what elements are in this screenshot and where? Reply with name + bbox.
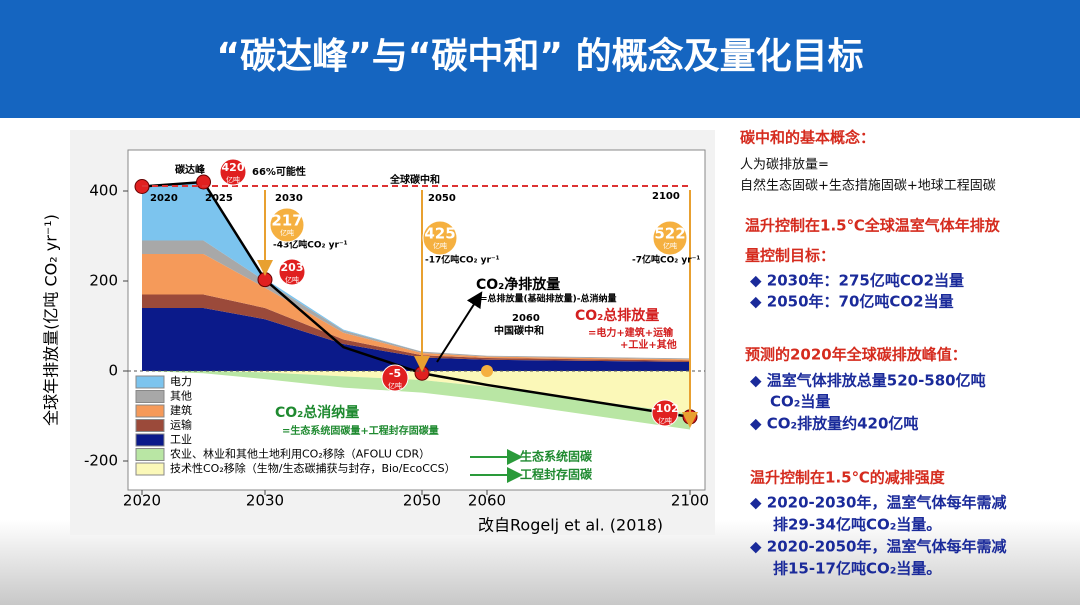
annotation: CO₂总消纳量 bbox=[275, 404, 359, 421]
sidebar-line: 自然生态固碳+生态措施固碳+地球工程固碳 bbox=[740, 178, 996, 194]
x-tick-label: 2050 bbox=[403, 492, 441, 510]
bubble-value: 203 bbox=[281, 261, 304, 274]
legend-label: 农业、林业和其他土地利用CO₂移除（AFOLU CDR） bbox=[170, 447, 430, 461]
annotation: -17亿吨CO₂ yr⁻¹ bbox=[425, 254, 500, 266]
annotation: 中国碳中和 bbox=[494, 324, 544, 337]
y-tick-label: 400 bbox=[89, 182, 118, 200]
annotation: 碳达峰 bbox=[175, 163, 206, 176]
area bbox=[142, 308, 690, 371]
annotation: 2020 bbox=[150, 193, 178, 204]
bubble-unit: 亿吨 bbox=[658, 416, 672, 425]
sidebar-line: 排15-17亿吨CO₂当量。 bbox=[773, 560, 941, 578]
bubble-unit: 亿吨 bbox=[226, 175, 240, 184]
bubble bbox=[422, 220, 458, 256]
x-tick-label: 2100 bbox=[671, 492, 709, 510]
annotation: CO₂总排放量 bbox=[575, 307, 659, 324]
x-tick-label: 2030 bbox=[246, 492, 284, 510]
bubble-unit: 亿吨 bbox=[663, 241, 677, 250]
bubble bbox=[219, 158, 247, 186]
bubble-value: 217 bbox=[271, 212, 302, 230]
bubble bbox=[278, 258, 306, 286]
annotation: +工业+其他 bbox=[620, 338, 677, 351]
bubble-unit: 亿吨 bbox=[388, 381, 402, 390]
sidebar-line: CO₂当量 bbox=[770, 393, 830, 411]
bubble-value: 522 bbox=[654, 225, 685, 243]
title: “碳达峰”与“碳中和” 的概念及量化目标 bbox=[216, 35, 863, 77]
sidebar-line: 量控制目标： bbox=[745, 247, 835, 265]
sidebar-line: 排29-34亿吨CO₂当量。 bbox=[773, 516, 941, 534]
bubble bbox=[652, 220, 688, 256]
annotation: 2060 bbox=[512, 313, 540, 324]
annotation: 全球碳中和 bbox=[389, 173, 440, 186]
y-axis-label: 全球年排放量(亿吨 CO₂ yr⁻¹) bbox=[42, 214, 61, 426]
header-band bbox=[0, 0, 1080, 118]
bubble-value: -102 bbox=[651, 402, 679, 415]
sidebar-line: ◆ CO₂排放量约420亿吨 bbox=[750, 415, 918, 433]
x-tick-label: 2020 bbox=[123, 492, 161, 510]
annotation: =电力+建筑+运输 bbox=[588, 326, 674, 339]
annotation: 2030 bbox=[275, 193, 303, 204]
sidebar-line: 碳中和的基本概念： bbox=[740, 129, 875, 147]
legend-swatch bbox=[135, 375, 165, 389]
y-tick-label: 200 bbox=[89, 272, 118, 290]
area bbox=[142, 371, 690, 414]
sidebar-line: ◆ 2030年：275亿吨CO2当量 bbox=[750, 272, 964, 290]
annotation: 2025 bbox=[205, 193, 233, 204]
x-tick-label: 2060 bbox=[468, 492, 506, 510]
annotation: 2100 bbox=[652, 191, 680, 202]
sidebar-line: 温升控制在1.5℃的减排强度 bbox=[750, 469, 946, 487]
sidebar-line: ◆ 温室气体排放总量520-580亿吨 bbox=[750, 372, 986, 390]
area bbox=[142, 294, 690, 362]
net-line-label: CO₂净排放量 bbox=[476, 276, 560, 293]
sidebar-line: 温升控制在1.5℃全球温室气体年排放 bbox=[745, 217, 1001, 235]
bubble-value: 420 bbox=[222, 161, 245, 174]
bubble-value: -5 bbox=[389, 367, 401, 380]
sidebar-line: ◆ 2020-2050年，温室气体每年需减 bbox=[750, 538, 1006, 556]
bubble-value: 425 bbox=[424, 225, 455, 243]
sidebar-line: 预测的2020年全球碳排放峰值： bbox=[745, 346, 967, 364]
legend-label: 建筑 bbox=[170, 403, 192, 417]
legend-swatch bbox=[135, 390, 165, 403]
net-point bbox=[414, 365, 430, 381]
sidebar-line: ◆ 2020-2030年，温室气体每年需减 bbox=[750, 494, 1006, 512]
legend-label: 其他 bbox=[170, 390, 192, 403]
legend-swatch bbox=[135, 419, 165, 432]
annotation: 生态系统固碳 bbox=[520, 449, 593, 464]
legend-label: 电力 bbox=[170, 375, 192, 388]
sidebar-line: ◆ 2050年：70亿吨CO2当量 bbox=[750, 293, 954, 311]
marker-2060 bbox=[481, 365, 493, 377]
source-note: 改自Rogelj et al. (2018) bbox=[478, 516, 663, 535]
bubble bbox=[269, 207, 305, 243]
bubble bbox=[651, 399, 679, 427]
bubble-unit: 亿吨 bbox=[433, 241, 447, 250]
area bbox=[142, 240, 690, 360]
legend-swatch bbox=[135, 433, 165, 447]
arrow bbox=[436, 291, 483, 363]
annotation: =总排放量(基础排放量)-总消纳量 bbox=[480, 293, 617, 305]
annotation: -7亿吨CO₂ yr⁻¹ bbox=[632, 254, 700, 266]
legend-label: 工业 bbox=[170, 433, 192, 446]
legend-label: 运输 bbox=[170, 418, 192, 432]
annotation: =生态系统固碳量+工程封存固碳量 bbox=[282, 424, 439, 437]
bubble-unit: 亿吨 bbox=[285, 275, 299, 284]
annotation: 66%可能性 bbox=[252, 165, 306, 178]
annotation: 2050 bbox=[428, 193, 456, 204]
legend-swatch bbox=[135, 448, 165, 461]
area bbox=[142, 182, 690, 359]
legend-swatch bbox=[135, 462, 165, 476]
y-tick-label: 0 bbox=[108, 362, 118, 380]
sidebar-line: 人为碳排放量= bbox=[740, 158, 829, 173]
annotation: 工程封存固碳 bbox=[520, 467, 593, 482]
area bbox=[142, 254, 690, 361]
legend-label: 技术性CO₂移除（生物/生态碳捕获与封存，Bio/EcoCCS） bbox=[170, 461, 456, 475]
net-point bbox=[257, 272, 273, 288]
legend-swatch bbox=[135, 404, 165, 418]
y-tick-label: -200 bbox=[84, 452, 118, 470]
bubble-unit: 亿吨 bbox=[280, 228, 294, 237]
bubble bbox=[381, 364, 409, 392]
